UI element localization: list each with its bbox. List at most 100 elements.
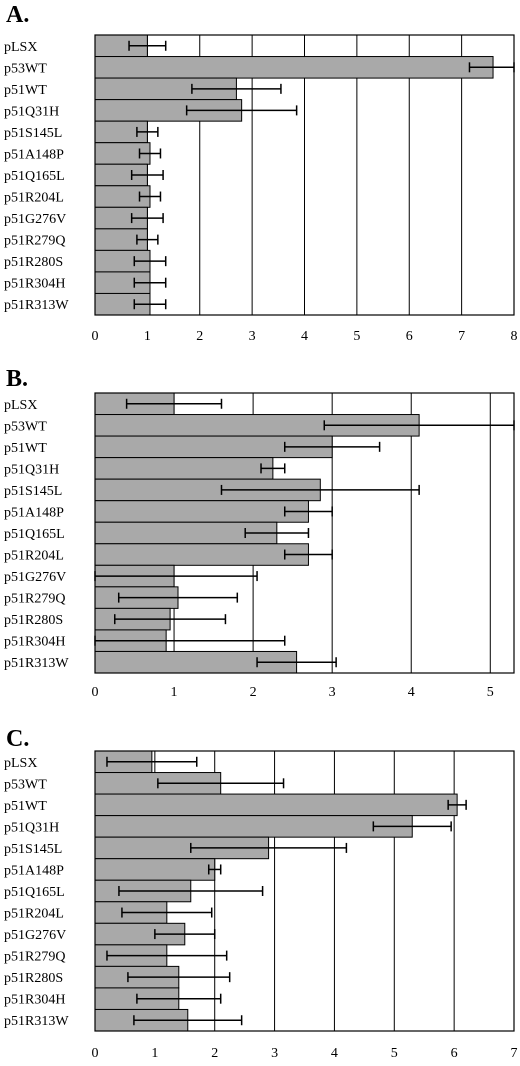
x-tick-label: 6 [451,1046,458,1061]
x-tick-label: 3 [329,685,336,700]
panel-label: C. [6,726,29,752]
category-label: p51R280S [4,613,63,628]
x-tick-label: 4 [408,685,415,700]
error-bar [125,398,223,409]
x-tick-label: 6 [406,329,413,344]
category-label: p51R313W [4,298,69,313]
category-label: p51S145L [4,842,62,857]
x-tick-label: 1 [151,1046,158,1061]
category-label: p51G276V [4,928,66,943]
error-bar [283,506,333,517]
error-bar [220,484,420,495]
error-bar [133,256,167,267]
category-label: p51S145L [4,484,62,499]
error-bar [157,778,285,789]
error-bar [128,40,167,51]
x-tick-label: 7 [458,329,465,344]
error-bar [136,234,159,245]
plot-frame [94,34,515,316]
error-bar [133,277,167,288]
error-bar [190,842,348,853]
category-label: p51A148P [4,863,64,878]
bar [94,858,216,881]
error-bar [121,907,213,918]
category-label: p51Q165L [4,169,65,184]
error-bar [136,993,222,1004]
category-label: p51R279Q [4,950,65,965]
bar [94,543,309,566]
x-tick-label: 7 [511,1046,518,1061]
panel-label: A. [6,2,29,28]
category-label: p51R304H [4,277,65,292]
x-tick-label: 1 [171,685,178,700]
category-label: p53WT [4,777,47,792]
x-tick-label: 8 [511,329,518,344]
error-bar [133,299,167,310]
error-bar [127,972,231,983]
category-label: p51Q165L [4,885,65,900]
error-bar [447,799,467,810]
error-bar [130,170,164,180]
bar [94,500,309,523]
category-label: p51R279Q [4,592,65,607]
category-label: p51Q165L [4,527,65,542]
x-tick-label: 3 [271,1046,278,1061]
error-bar [106,756,198,767]
category-label: p51R204L [4,907,64,922]
error-bar [283,441,381,452]
x-tick-label: 2 [211,1046,218,1061]
error-bar [106,950,228,961]
error-bar [283,549,333,560]
category-label: p51R204L [4,549,64,564]
chart-panel-a: A. pLSX p53WT p51WT p51Q31H p51S145L p51A148P p… [4,2,518,344]
chart-panel-c: C. pLSX p53WT p51WT p51Q31H p51S145L p51A148P p… [4,726,518,1061]
error-bar [117,592,239,603]
x-tick-label: 5 [353,329,360,344]
category-label: p51G276V [4,570,66,585]
plot-frame [94,392,515,674]
category-label: pLSX [4,398,37,413]
x-tick-label: 4 [301,329,308,344]
category-label: p51A148P [4,147,64,162]
error-bar [138,148,162,159]
bar [94,56,494,79]
category-label: p51R204L [4,191,64,206]
category-label: pLSX [4,756,37,771]
error-bar [185,105,298,116]
x-tick-label: 2 [250,685,257,700]
error-bar [154,929,216,940]
category-label: p51G276V [4,212,66,227]
x-tick-label: 4 [331,1046,338,1061]
x-tick-label: 5 [487,685,494,700]
category-label: p51R280S [4,255,63,270]
bar [94,793,458,817]
category-label: p51Q31H [4,104,59,119]
x-tick-label: 3 [249,329,256,344]
category-label: p51R304H [4,635,65,650]
error-bar [114,614,227,625]
category-label: p51WT [4,799,47,814]
category-label: p51R279Q [4,234,65,249]
category-label: p51WT [4,83,47,98]
category-label: p51WT [4,441,47,456]
bar [94,815,413,838]
category-label: p53WT [4,61,47,76]
category-label: p51Q31H [4,462,59,477]
error-bar [136,126,159,137]
bar [94,457,274,480]
x-tick-label: 0 [92,685,99,700]
error-bar [118,886,264,896]
error-bar [130,213,164,224]
error-bar [138,191,162,202]
panel-label: B. [6,366,28,392]
error-bar [244,528,310,538]
category-label: p51Q31H [4,820,59,835]
error-bar [372,821,452,832]
x-tick-label: 0 [92,1046,99,1061]
category-label: p51R304H [4,993,65,1008]
error-bar [191,83,282,94]
category-label: p51S145L [4,126,62,141]
category-label: p51A148P [4,505,64,520]
chart-panel-b: B. pLSX p53WT p51WT p51Q31H p51S145L p51A148P p… [4,366,515,700]
error-bar [207,864,222,875]
